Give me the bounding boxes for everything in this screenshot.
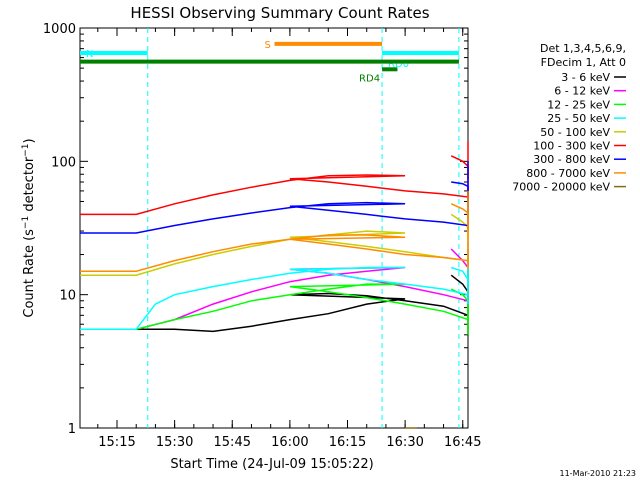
series-line	[450, 288, 469, 320]
series-line	[450, 203, 469, 232]
legend-label: 7000 - 20000 keV	[512, 181, 610, 194]
series-line	[80, 161, 469, 234]
chart-title: HESSI Observing Summary Count Rates	[130, 4, 429, 22]
legend-label: 25 - 50 keV	[547, 112, 610, 125]
flag-label: S	[265, 40, 271, 51]
series-line	[80, 141, 469, 216]
flag-label: RD0	[388, 59, 409, 70]
y-tick-label: 10	[59, 289, 76, 304]
x-tick-label: 16:45	[444, 435, 481, 450]
x-axis-label: Start Time (24-Jul-09 15:05:22)	[170, 457, 373, 472]
y-tick-label: 100	[51, 155, 76, 170]
y-tick-label: 1	[68, 422, 76, 437]
series-line	[80, 190, 469, 272]
plot-frame	[79, 27, 469, 429]
legend-label: 50 - 100 keV	[540, 126, 610, 139]
y-label-mid: detector	[22, 156, 37, 216]
series-line	[80, 249, 469, 331]
legend-label: 3 - 6 keV	[561, 71, 610, 84]
y-label-sup1: −1	[21, 216, 31, 229]
x-tick-label: 16:00	[271, 435, 308, 450]
series-line	[80, 201, 469, 276]
y-label-sup2: −1	[21, 143, 31, 156]
footer-date: 11-Mar-2010 21:23	[560, 469, 637, 478]
y-label-end: )	[22, 138, 37, 143]
x-tick-label: 15:15	[98, 435, 135, 450]
legend-label: 6 - 12 keV	[554, 85, 610, 98]
legend-label: 12 - 25 keV	[547, 98, 610, 111]
y-tick-label: 1000	[43, 22, 76, 37]
legend-label: 300 - 800 keV	[533, 153, 610, 166]
series-line	[80, 254, 469, 335]
legend-header-2: FDecim 1, Att 0	[541, 56, 626, 69]
x-tick-label: 15:30	[156, 435, 193, 450]
legend-label: 100 - 300 keV	[533, 140, 610, 153]
y-axis-label: Count Rate (s−1 detector−1)	[21, 138, 37, 317]
x-tick-label: 16:15	[329, 435, 366, 450]
series-line	[450, 213, 469, 240]
y-label-main: Count Rate (s	[22, 229, 37, 318]
flag-label: N	[86, 49, 93, 60]
series-line	[450, 266, 469, 290]
x-tick-label: 15:45	[214, 435, 251, 450]
legend-label: 800 - 7000 keV	[526, 167, 610, 180]
plot-area: 1 10 100 1000 15:15 15:30 15:45 16:00 16:15 16:30…	[43, 22, 482, 450]
flag-label: RD4	[359, 73, 380, 84]
legend-header-1: Det 1,3,4,5,6,9,	[540, 42, 626, 55]
x-tick-label: 16:30	[386, 435, 423, 450]
series-line	[80, 241, 469, 331]
